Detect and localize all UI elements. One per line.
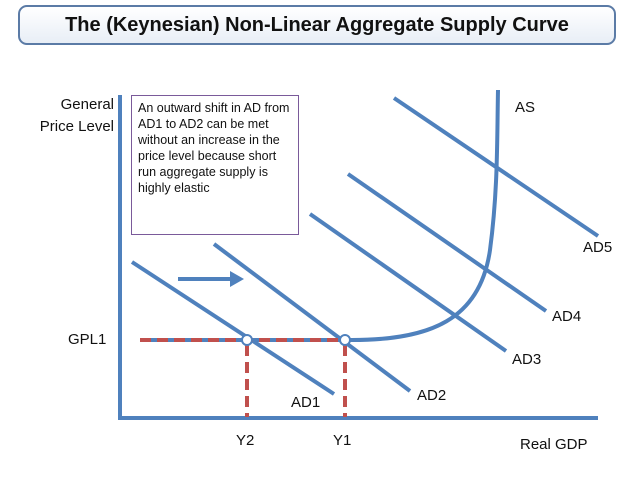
ad1-label: AD1 xyxy=(291,394,321,411)
ad3-curve xyxy=(308,212,508,353)
y1-label: Y1 xyxy=(333,432,352,449)
gpl1-label: GPL1 xyxy=(68,331,107,348)
ad3-label: AD3 xyxy=(512,351,542,368)
as-label: AS xyxy=(515,99,536,116)
ad4-label: AD4 xyxy=(552,308,582,325)
y-axis-label: General Price Level xyxy=(6,94,114,138)
x-axis-label: Real GDP xyxy=(520,436,588,453)
y2-label: Y2 xyxy=(236,432,255,449)
y-axis-label-line1: General xyxy=(60,96,114,113)
as-curve xyxy=(140,89,500,342)
ad4-curve xyxy=(346,172,548,313)
ad5-label: AD5 xyxy=(583,239,613,256)
equilibrium-point-ad2 xyxy=(339,334,351,346)
annotation-box: An outward shift in AD from AD1 to AD2 c… xyxy=(131,95,299,235)
ad2-curve xyxy=(212,242,412,393)
shift-arrow-icon xyxy=(230,271,244,287)
y-axis-label-line2: Price Level xyxy=(39,118,114,135)
equilibrium-point-ad1 xyxy=(241,334,253,346)
title-box: The (Keynesian) Non-Linear Aggregate Sup… xyxy=(18,5,616,45)
ad1-curve xyxy=(130,260,336,396)
diagram-title: The (Keynesian) Non-Linear Aggregate Sup… xyxy=(65,13,569,36)
ad2-label: AD2 xyxy=(417,387,447,404)
